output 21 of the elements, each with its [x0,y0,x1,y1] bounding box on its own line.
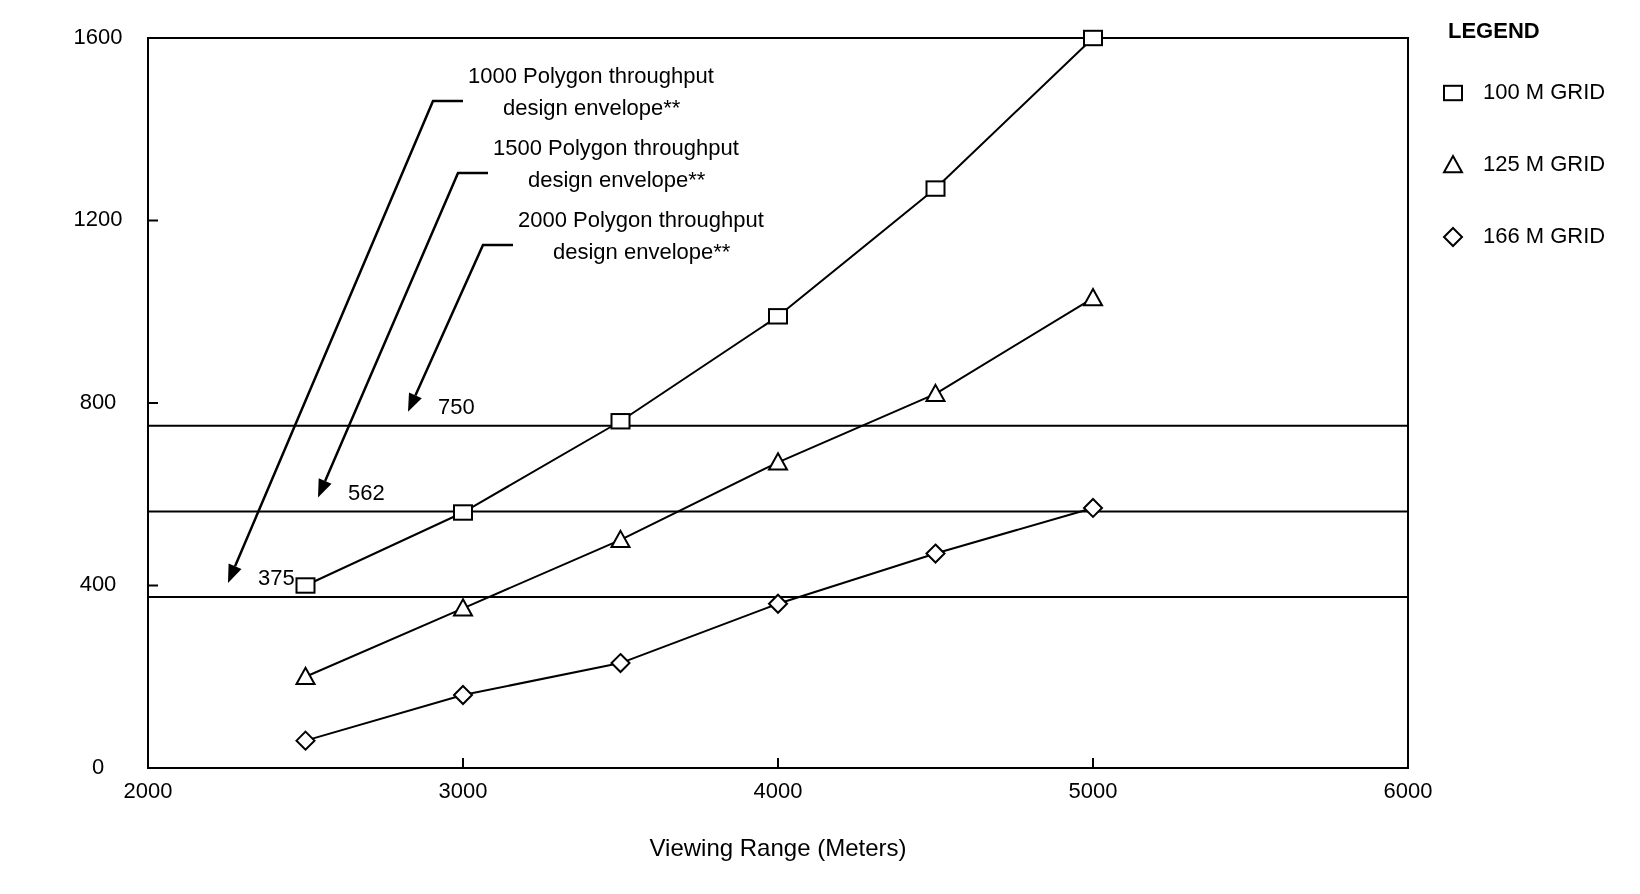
x-tick-label: 2000 [123,778,173,803]
x-axis-title: Viewing Range (Meters) [649,834,907,861]
legend-label: 125 M GRID [1483,150,1606,176]
legend-label: 100 M GRID [1483,78,1606,104]
y-tick-label: 0 [91,753,105,779]
legend-label: 750 [438,393,475,419]
annotation: 2000 Polygon throughput design envelope** [518,207,764,264]
legend-label: 562 [348,479,385,505]
legend-label: 375 [258,564,295,590]
y-tick-label: 400 [79,571,117,597]
x-tick-label: 5000 [1068,778,1118,803]
x-tick-label: 6000 [1383,778,1433,803]
annotation: 1000 Polygon throughput design envelope** [468,63,714,120]
y-tick-label: 1200 [73,206,123,232]
x-tick-label: 3000 [438,778,488,803]
legend-title: LEGEND [1448,18,1540,43]
x-tick-label: 4000 [753,778,803,803]
y-tick-label: 800 [79,388,117,414]
legend-label: 166 M GRID [1483,222,1606,248]
y-tick-label: 1600 [73,23,123,49]
annotation: 1500 Polygon throughput design envelope** [493,135,739,192]
